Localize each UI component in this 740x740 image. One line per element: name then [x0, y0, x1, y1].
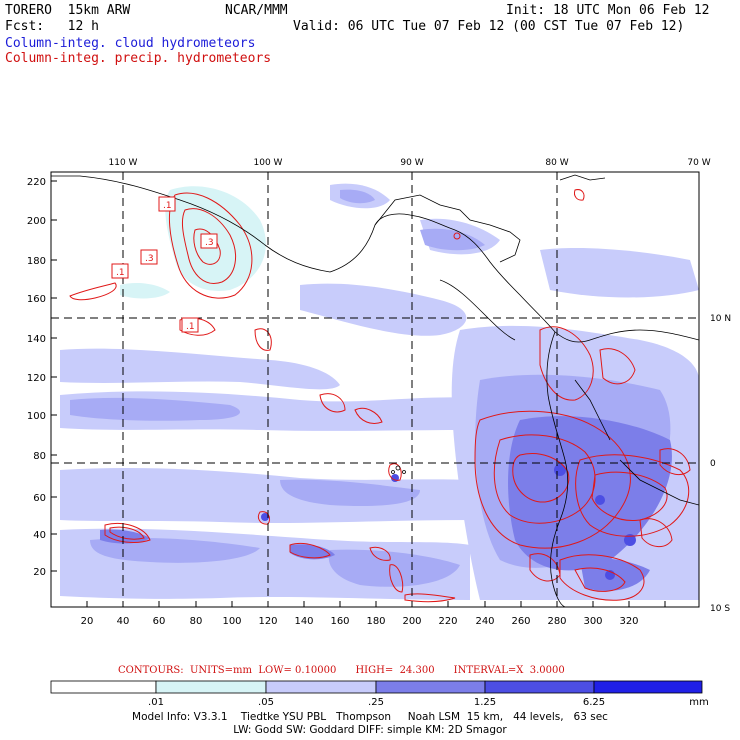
x-tick-label: 280 — [547, 616, 566, 627]
colorbar-segment — [265, 680, 377, 694]
colorbar-segment — [50, 680, 157, 694]
x-axis: 20 40 60 80 100 120 140 160 180 200 220 … — [81, 601, 666, 627]
colorbar-units: mm — [689, 697, 708, 708]
contour-label: .1 — [186, 322, 195, 332]
colorbar-label: .01 — [148, 697, 164, 708]
x-tick-label: 80 — [190, 616, 203, 627]
colorbar-label: 1.25 — [474, 697, 496, 708]
colorbar-segment — [593, 680, 703, 694]
x-tick-label: 240 — [475, 616, 494, 627]
y-axis: 20 40 60 80 100 120 140 160 180 200 220 — [27, 177, 57, 578]
lon-label: 110 W — [109, 158, 138, 168]
x-tick-label: 100 — [222, 616, 241, 627]
contour-info: CONTOURS: UNITS=mm LOW= 0.10000 HIGH= 24… — [118, 665, 565, 676]
y-tick-label: 200 — [27, 216, 46, 227]
x-tick-label: 120 — [258, 616, 277, 627]
colorbar-segment — [484, 680, 595, 694]
lon-label: 80 W — [545, 158, 568, 168]
contour-label: .3 — [205, 238, 214, 248]
y-tick-label: 60 — [33, 493, 46, 504]
x-tick-label: 140 — [294, 616, 313, 627]
y-tick-label: 120 — [27, 373, 46, 384]
y-tick-label: 220 — [27, 177, 46, 188]
lon-label: 70 W — [687, 158, 710, 168]
y-tick-label: 100 — [27, 411, 46, 422]
x-tick-label: 200 — [402, 616, 421, 627]
contour-label: .1 — [163, 201, 172, 211]
field-label-cloud: Column-integ. cloud hydrometeors — [5, 36, 256, 51]
organization: NCAR/MMM — [225, 3, 288, 18]
coastlines — [51, 174, 699, 607]
valid-time: Valid: 06 UTC Tue 07 Feb 12 (00 CST Tue … — [293, 19, 685, 34]
y-tick-label: 20 — [33, 567, 46, 578]
lon-label: 100 W — [254, 158, 283, 168]
model-info: Model Info: V3.3.1 Tiedtke YSU PBL Thomp… — [132, 711, 608, 723]
lat-label: 10 N — [710, 314, 731, 324]
y-tick-label: 40 — [33, 530, 46, 541]
field-label-precip: Column-integ. precip. hydrometeors — [5, 51, 272, 66]
cloud-shading — [60, 183, 699, 600]
physics-info: LW: Godd SW: Goddard DIFF: simple KM: 2D… — [233, 724, 507, 736]
x-tick-label: 300 — [583, 616, 602, 627]
longitude-labels: 110 W 100 W 90 W 80 W 70 W — [109, 158, 711, 168]
lat-lon-grid — [51, 172, 699, 607]
y-tick-label: 160 — [27, 294, 46, 305]
colorbar-label: .05 — [258, 697, 274, 708]
x-tick-label: 220 — [438, 616, 457, 627]
colorbar: .01 .05 .25 1.25 6.25 mm — [50, 680, 709, 708]
precip-contours — [69, 189, 691, 603]
colorbar-label: .25 — [368, 697, 384, 708]
latitude-labels: 10 N 0 10 S — [710, 314, 731, 614]
x-tick-label: 320 — [619, 616, 638, 627]
y-tick-label: 140 — [27, 334, 46, 345]
colorbar-segment — [155, 680, 267, 694]
plot-frame — [50, 171, 700, 608]
contour-label: .3 — [145, 254, 154, 264]
init-time: Init: 18 UTC Mon 06 Feb 12 — [506, 3, 710, 18]
x-tick-label: 160 — [330, 616, 349, 627]
x-tick-label: 180 — [366, 616, 385, 627]
colorbar-segment — [375, 680, 486, 694]
y-tick-label: 180 — [27, 256, 46, 267]
x-tick-label: 20 — [81, 616, 94, 627]
lon-label: 90 W — [400, 158, 423, 168]
x-tick-label: 260 — [511, 616, 530, 627]
x-tick-label: 60 — [153, 616, 166, 627]
contour-label-boxes: .1 .3 .3 .1 .1 — [111, 196, 218, 333]
lat-label: 10 S — [710, 604, 730, 614]
colorbar-label: 6.25 — [583, 697, 605, 708]
model-name: TORERO 15km ARW — [5, 3, 131, 18]
contour-label: .1 — [116, 268, 125, 278]
y-tick-label: 80 — [33, 451, 46, 462]
heavy-cloud-patches — [100, 416, 672, 591]
forecast-hour: Fcst: 12 h — [5, 19, 99, 34]
lat-label: 0 — [710, 459, 716, 469]
x-tick-label: 40 — [117, 616, 130, 627]
